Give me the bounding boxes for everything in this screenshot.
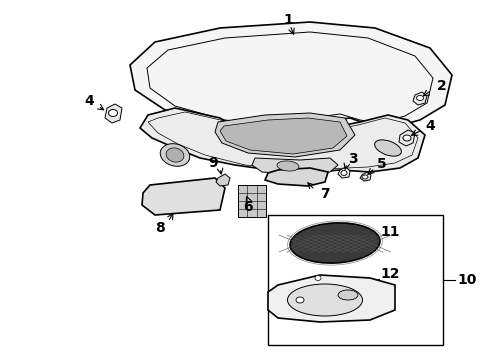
Text: 4: 4 — [84, 94, 94, 108]
Ellipse shape — [361, 175, 367, 179]
Ellipse shape — [108, 109, 117, 117]
Ellipse shape — [402, 135, 410, 141]
Ellipse shape — [287, 284, 362, 316]
Polygon shape — [267, 275, 394, 322]
Polygon shape — [251, 158, 337, 175]
Ellipse shape — [374, 140, 401, 156]
Polygon shape — [359, 172, 370, 181]
Polygon shape — [337, 167, 349, 178]
Polygon shape — [264, 168, 327, 186]
Ellipse shape — [416, 95, 423, 100]
Text: 5: 5 — [376, 157, 386, 171]
Polygon shape — [140, 108, 424, 173]
Text: 3: 3 — [347, 152, 357, 166]
Text: 10: 10 — [456, 273, 476, 287]
Polygon shape — [398, 130, 414, 146]
Ellipse shape — [166, 148, 183, 162]
Text: 11: 11 — [380, 225, 399, 239]
Text: 4: 4 — [424, 119, 434, 133]
Ellipse shape — [295, 297, 304, 303]
Polygon shape — [105, 104, 122, 123]
Text: 9: 9 — [208, 156, 217, 170]
Ellipse shape — [160, 144, 189, 166]
Polygon shape — [215, 113, 354, 157]
Polygon shape — [412, 92, 426, 105]
Text: 12: 12 — [380, 267, 399, 281]
Text: 1: 1 — [283, 13, 292, 27]
Text: 2: 2 — [436, 79, 446, 93]
Bar — [267, 215, 442, 345]
Ellipse shape — [337, 290, 357, 300]
Ellipse shape — [277, 161, 298, 171]
Polygon shape — [142, 178, 224, 215]
Polygon shape — [216, 174, 229, 186]
Polygon shape — [130, 22, 451, 128]
Text: 8: 8 — [155, 221, 164, 235]
Text: 7: 7 — [320, 187, 329, 201]
Ellipse shape — [289, 223, 379, 263]
Ellipse shape — [340, 171, 346, 176]
Polygon shape — [238, 185, 265, 217]
Text: 6: 6 — [243, 200, 252, 214]
Polygon shape — [220, 118, 346, 154]
Ellipse shape — [314, 275, 320, 280]
